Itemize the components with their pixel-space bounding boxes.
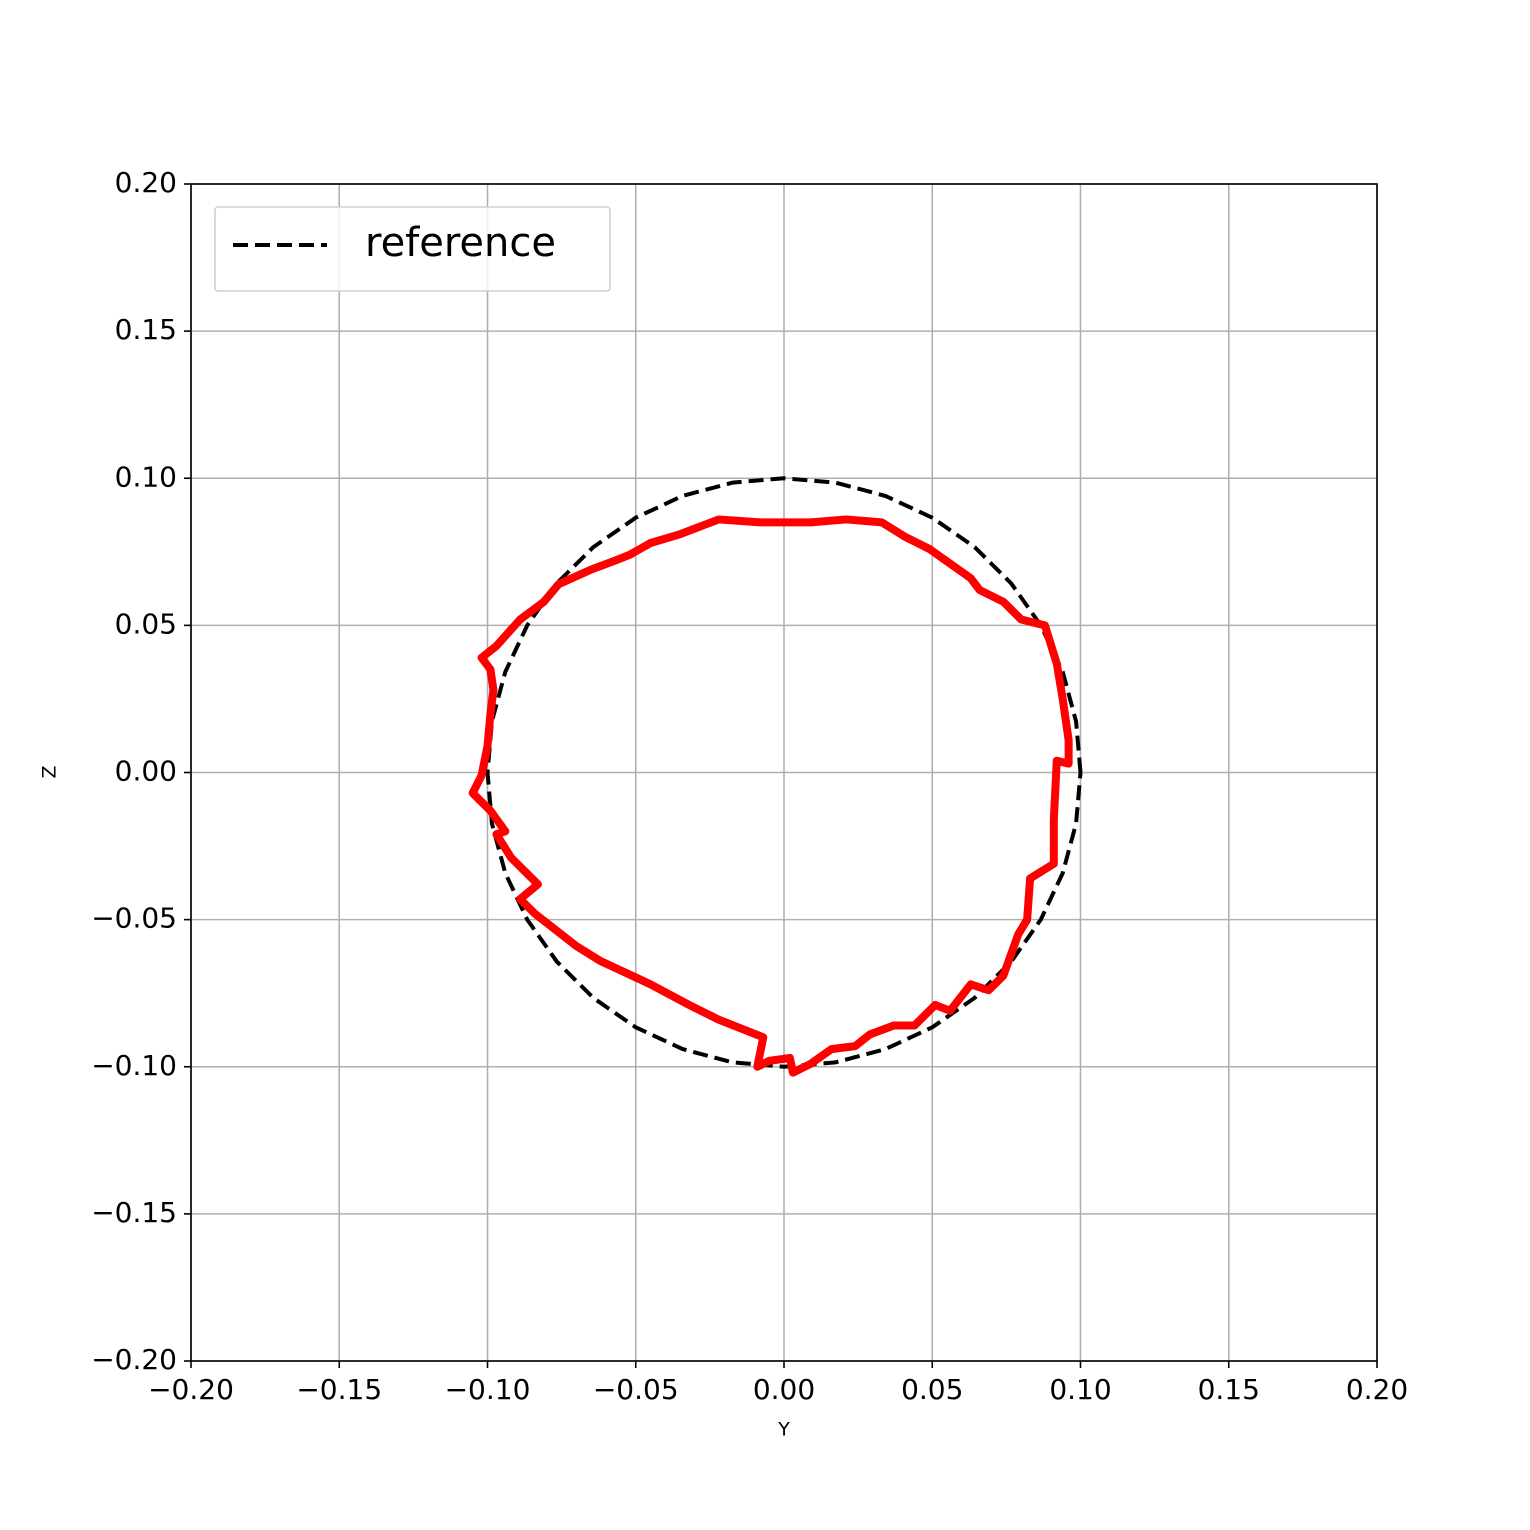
x-axis-label: Y bbox=[777, 1419, 790, 1441]
x-tick-label: −0.10 bbox=[445, 1373, 531, 1406]
y-tick-label: −0.05 bbox=[91, 902, 177, 935]
y-tick-label: 0.00 bbox=[115, 755, 177, 788]
x-tick-label: −0.05 bbox=[593, 1373, 679, 1406]
y-tick-label: 0.15 bbox=[115, 313, 177, 346]
data-line bbox=[468, 515, 1073, 1077]
legend-label: reference bbox=[365, 220, 556, 266]
x-tick-label: 0.05 bbox=[901, 1373, 963, 1406]
x-tick-label: −0.20 bbox=[148, 1373, 234, 1406]
x-tick-label: 0.15 bbox=[1198, 1373, 1260, 1406]
y-tick-label: 0.05 bbox=[115, 607, 177, 640]
y-tick-label: 0.20 bbox=[115, 166, 177, 199]
data-line bbox=[485, 476, 1083, 1069]
y-axis-label: Z bbox=[39, 765, 61, 778]
legend-frame bbox=[214, 206, 611, 292]
y-tick-label: 0.10 bbox=[115, 460, 177, 493]
y-tick-label: −0.10 bbox=[91, 1049, 177, 1082]
plot-frame bbox=[190, 183, 1378, 1362]
x-tick-label: −0.15 bbox=[296, 1373, 382, 1406]
x-tick-label: 0.00 bbox=[753, 1373, 815, 1406]
y-tick-label: −0.20 bbox=[91, 1343, 177, 1376]
x-tick-label: 0.20 bbox=[1346, 1373, 1408, 1406]
y-tick-label: −0.15 bbox=[91, 1196, 177, 1229]
x-tick-label: 0.10 bbox=[1049, 1373, 1111, 1406]
